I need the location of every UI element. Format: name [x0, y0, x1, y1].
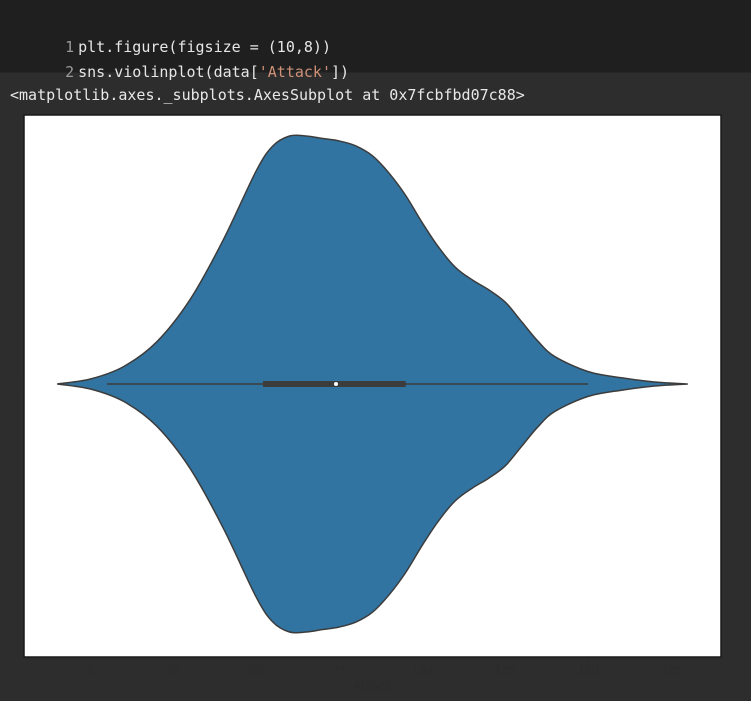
line-number: 2 — [65, 63, 75, 81]
violin-layer — [57, 134, 688, 634]
code-text: sns.violinplot(data[ — [78, 63, 259, 81]
x-axis-ticks: 0 25 50 75 100 125 150 175 — [87, 657, 682, 677]
axes-frame — [23, 114, 722, 658]
x-tick-label: 50 — [249, 664, 263, 677]
violin-plot-svg: 0 25 50 75 100 125 150 175 Attack — [20, 114, 722, 693]
x-tick-label: 25 — [166, 664, 180, 677]
code-line: 2 sns.violinplot(data['Attack']) — [0, 36, 349, 81]
x-tick-label: 150 — [578, 664, 599, 677]
code-text: plt.figure(figsize = (10,8)) — [78, 38, 331, 56]
x-tick-label: 175 — [661, 664, 682, 677]
line-number: 1 — [65, 38, 75, 56]
output-repr-text: <matplotlib.axes._subplots.AxesSubplot a… — [10, 86, 525, 104]
code-cell[interactable]: 1 plt.figure(figsize = (10,8)) 2 sns.violi… — [0, 0, 751, 81]
violin-plot-figure: 0 25 50 75 100 125 150 175 Attack — [0, 114, 751, 701]
x-tick-label: 75 — [332, 664, 346, 677]
x-tick-label: 125 — [495, 664, 516, 677]
violin-median-marker — [333, 382, 338, 386]
x-axis-label: Attack — [353, 679, 391, 693]
x-tick-label: 0 — [87, 664, 94, 677]
code-string-literal: 'Attack' — [258, 63, 331, 81]
code-text: ]) — [331, 63, 350, 81]
code-line: 1 plt.figure(figsize = (10,8)) — [0, 11, 331, 56]
x-tick-label: 100 — [412, 664, 433, 677]
